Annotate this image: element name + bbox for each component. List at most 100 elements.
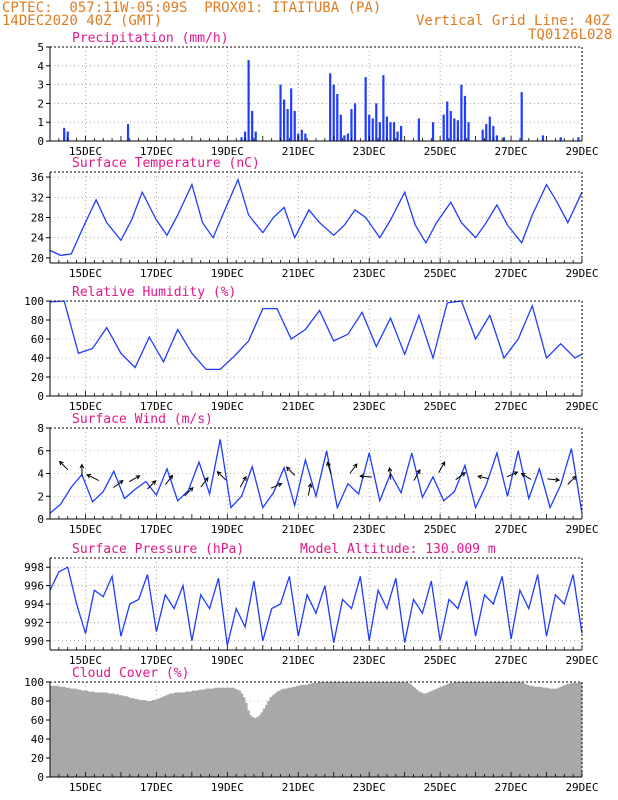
precip-bar: [488, 116, 491, 141]
cloud-bar: [531, 685, 534, 777]
cloud-bar: [550, 688, 554, 777]
cloud-bar: [120, 695, 124, 777]
cloud-bar: [366, 682, 370, 777]
cloud-bar: [371, 682, 374, 777]
cloud-bar: [107, 693, 111, 777]
precip-bar: [350, 109, 353, 141]
precip-bar: [392, 122, 396, 141]
cloud-bar: [149, 701, 153, 777]
cloud-bar: [258, 715, 261, 777]
precip-bar: [290, 88, 293, 141]
x-tick-label: 17DEC: [140, 400, 173, 413]
wind-arrowhead: [86, 474, 92, 479]
y-tick-label: 6: [37, 445, 44, 458]
cloud-bar: [220, 687, 224, 777]
cloud-bar: [375, 682, 379, 777]
cloud-bar: [76, 689, 80, 777]
cloud-bar: [273, 693, 277, 777]
cloud-bar: [351, 682, 354, 777]
cloud-bar: [151, 700, 155, 777]
cloud-bar: [460, 682, 463, 777]
x-tick-label: 29DEC: [565, 523, 598, 536]
precip-bar: [346, 133, 350, 141]
y-tick-label: 3: [37, 79, 44, 92]
x-tick-label: 17DEC: [140, 267, 173, 280]
cloud-bar: [455, 682, 459, 777]
cloud-bar: [247, 710, 250, 777]
x-tick-label: 25DEC: [424, 654, 457, 667]
y-tick-label: 990: [24, 635, 44, 648]
y-tick-label: 40: [31, 733, 44, 746]
cloud-bar: [242, 697, 246, 777]
cloud-bar: [404, 682, 408, 777]
precip-bar: [492, 125, 495, 141]
cloud-bar: [267, 701, 270, 777]
x-tick-label: 15DEC: [69, 267, 102, 280]
x-tick-label: 29DEC: [565, 654, 598, 667]
x-tick-label: 17DEC: [140, 145, 173, 158]
cloud-bar: [56, 685, 60, 777]
wind-arrowhead: [242, 475, 247, 481]
x-tick-label: 25DEC: [424, 523, 457, 536]
cloud-bar: [61, 686, 64, 777]
cloud-bar: [355, 682, 359, 777]
cloud-bar: [165, 695, 168, 777]
cloud-bar: [570, 682, 574, 777]
cloud-bar: [424, 693, 428, 777]
cloud-bar: [462, 682, 465, 777]
cloud-bar: [400, 682, 403, 777]
cloud-bar: [105, 692, 108, 777]
cloud-bar: [216, 687, 219, 777]
cloud-bar: [511, 682, 514, 777]
cloud-bar: [446, 683, 450, 777]
precip-bar: [456, 120, 459, 141]
cloud-bar: [557, 687, 561, 777]
precip-bar: [364, 77, 367, 141]
wind-arrowhead: [520, 472, 526, 478]
cloud-bar: [384, 682, 388, 777]
cloud-bar: [442, 685, 445, 777]
cloud-bar: [322, 682, 326, 777]
cloud-bar: [484, 682, 487, 777]
cloud-bar: [163, 696, 166, 777]
y-tick-label: 0: [37, 135, 44, 148]
cloud-bar: [491, 682, 494, 777]
cloud-bar: [227, 687, 230, 777]
cloud-bar: [138, 700, 142, 777]
precip-bar: [126, 124, 130, 141]
cloud-bar: [198, 689, 202, 777]
precip-bar: [375, 103, 378, 141]
cloud-bar: [178, 692, 182, 777]
cloud-bar: [464, 682, 468, 777]
cloud-bar: [194, 690, 197, 777]
cloud-bar: [251, 717, 255, 777]
cloud-bar: [176, 692, 179, 777]
cloud-bar: [329, 682, 332, 777]
cloud-bar: [78, 689, 82, 777]
wind-vector: [239, 476, 247, 488]
cloud-bar: [513, 682, 516, 777]
x-tick-label: 21DEC: [282, 781, 315, 794]
cloud-bar: [497, 682, 501, 777]
cloud-bar: [431, 690, 434, 777]
x-tick-label: 27DEC: [495, 400, 528, 413]
cloud-bar: [349, 682, 352, 777]
cloud-bar: [134, 699, 137, 777]
header-model-code: TQ0126L028: [528, 27, 613, 43]
panel-5: 990 992 994 996 998 15DEC 17DEC 19DEC 21DEC 23DEC…: [24, 542, 598, 667]
y-tick-label: 36: [31, 171, 44, 184]
precip-bar: [502, 137, 506, 141]
x-tick-label: 27DEC: [495, 781, 528, 794]
precip-bar: [460, 84, 463, 141]
precip-bar: [417, 118, 420, 141]
series-line: [49, 177, 583, 257]
wind-vector: [86, 474, 100, 481]
x-tick-label: 23DEC: [353, 781, 386, 794]
cloud-bar: [389, 682, 392, 777]
cloud-bar: [564, 684, 567, 777]
precip-bar: [254, 131, 257, 141]
cloud-bar: [435, 688, 439, 777]
cloud-bar: [218, 687, 221, 777]
cloud-bar: [282, 688, 286, 777]
cloud-bar: [391, 682, 394, 777]
